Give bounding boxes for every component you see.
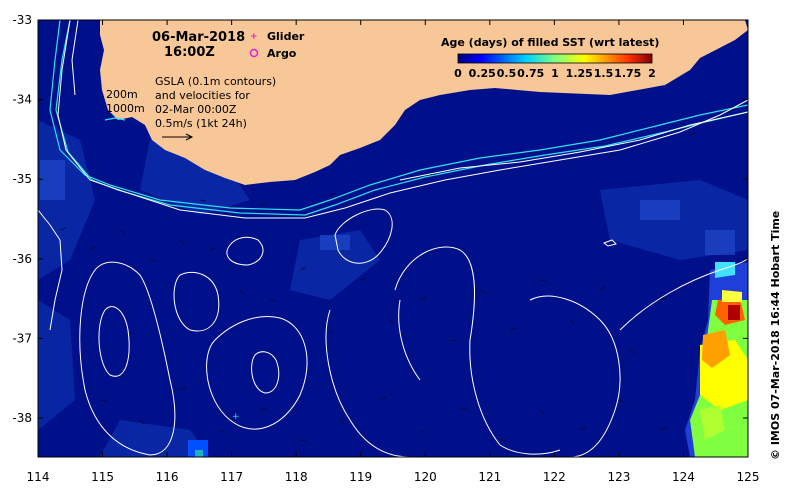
colorbar: [457, 53, 653, 64]
colorbar-tick-label: 0.25: [469, 67, 496, 80]
x-tick-label: 119: [349, 470, 372, 484]
glider-legend-label: Glider: [267, 30, 305, 43]
plot-frame: [37, 19, 749, 458]
y-tick-label: -35: [12, 172, 32, 186]
aged-sst-patch-2: [188, 440, 208, 457]
y-tick-label: -33: [12, 13, 32, 27]
aged-sst-patch: [685, 262, 748, 457]
colorbar-ticks: 0 0.25 0.5 0.75 1 1.25 1.5 1.75 2: [454, 67, 656, 80]
scale-arrow: [162, 133, 194, 141]
y-axis: -33 -34 -35 -36 -37 -38: [12, 13, 748, 425]
credit-label: © IMOS 07-Mar-2018 16:44 Hobart Time: [769, 211, 782, 460]
colorbar-tick-label: 1.5: [594, 67, 614, 80]
velocity-vectors: [59, 132, 697, 442]
y-tick-label: -37: [12, 331, 32, 345]
sst-noise-light: [40, 160, 735, 255]
x-tick-label: 120: [414, 470, 437, 484]
x-tick-label: 118: [285, 470, 308, 484]
colorbar-tick-label: 0.75: [517, 67, 544, 80]
glider-legend-icon: +: [250, 32, 258, 42]
gsla-contours: [38, 20, 748, 457]
gsla-line-1: GSLA (0.1m contours): [155, 75, 276, 88]
isobaths: [49, 20, 748, 216]
x-tick-label: 124: [672, 470, 695, 484]
colorbar-tick-label: 1: [551, 67, 559, 80]
y-tick-label: -34: [12, 93, 32, 107]
colorbar-title: Age (days) of filled SST (wrt latest): [441, 36, 659, 49]
glider-marker-on-map: +: [232, 412, 240, 422]
argo-legend-icon: [249, 48, 259, 58]
x-tick-label: 116: [156, 470, 179, 484]
colorbar-tick-label: 0: [454, 67, 462, 80]
x-axis: 114 115 116 117 118 119 120 121 122 123 124 125: [27, 20, 760, 484]
x-tick-label: 115: [91, 470, 114, 484]
x-tick-label: 117: [220, 470, 243, 484]
x-tick-label: 121: [478, 470, 501, 484]
colorbar-tick-label: 1.25: [566, 67, 593, 80]
y-tick-label: -38: [12, 411, 32, 425]
colorbar-tick-label: 2: [648, 67, 656, 80]
isobath-200-label: 200m: [106, 88, 138, 101]
argo-legend-label: Argo: [267, 47, 297, 60]
x-tick-label: 114: [27, 470, 50, 484]
colorbar-tick-label: 0.5: [497, 67, 517, 80]
date-label: 06-Mar-2018: [152, 30, 245, 45]
y-tick-label: -36: [12, 252, 32, 266]
gsla-line-3: 02-Mar 00:00Z: [155, 103, 237, 116]
x-tick-label: 123: [607, 470, 630, 484]
x-tick-label: 125: [737, 470, 760, 484]
x-tick-label: 122: [543, 470, 566, 484]
gsla-line-2: and velocities for: [155, 89, 250, 102]
isobath-1000-label: 1000m: [106, 102, 145, 115]
gsla-line-4: 0.5m/s (1kt 24h): [155, 117, 247, 130]
colorbar-tick-label: 1.75: [614, 67, 641, 80]
time-label: 16:00Z: [164, 45, 215, 60]
